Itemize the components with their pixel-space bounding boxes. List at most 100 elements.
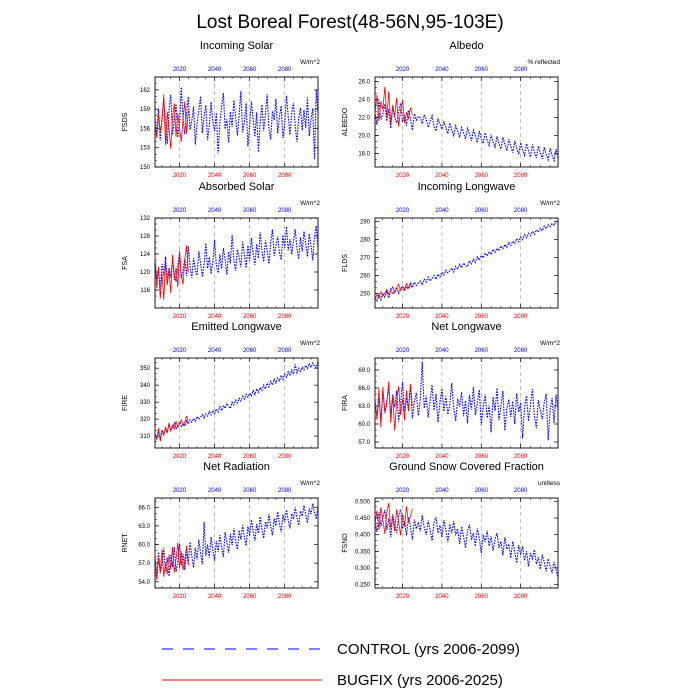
xtick-label-top: 2020 bbox=[396, 348, 410, 354]
legend-bugfix-label: BUGFIX (yrs 2006-2025) bbox=[337, 672, 503, 689]
xtick-label-top: 2080 bbox=[514, 67, 528, 73]
chart-panel-4: Emitted Longwave W/m^2 310 320 330 340 350 2020… bbox=[122, 321, 320, 460]
panel-unit: W/m^2 bbox=[540, 200, 560, 207]
xtick-label-top: 2020 bbox=[173, 348, 187, 354]
ytick-label: 69.0 bbox=[358, 368, 370, 374]
xtick-label-bottom: 2040 bbox=[435, 594, 449, 600]
ytick-label: 0.450 bbox=[355, 516, 371, 522]
ytick-label: 132 bbox=[140, 216, 151, 222]
xtick-label-bottom: 2080 bbox=[278, 314, 292, 320]
panel-unit: unitless bbox=[538, 480, 561, 487]
plot-frame bbox=[374, 76, 559, 168]
xtick-label-bottom: 2020 bbox=[396, 594, 410, 600]
panels-group: Incoming Solar W/m^2 150 153 156 159 162 2020 20… bbox=[122, 40, 561, 600]
xtick-label-top: 2040 bbox=[208, 348, 222, 354]
y-axis-label: FSDS bbox=[122, 112, 129, 131]
ytick-label: 22.0 bbox=[358, 116, 370, 122]
ytick-label: 54.0 bbox=[138, 580, 150, 586]
xtick-label-bottom: 2060 bbox=[475, 173, 489, 179]
xtick-label-bottom: 2060 bbox=[243, 173, 257, 179]
panel-title: Incoming Longwave bbox=[418, 181, 516, 193]
panel-unit: W/m^2 bbox=[300, 200, 320, 207]
ytick-label: 120 bbox=[140, 270, 151, 276]
series-control-line bbox=[374, 509, 559, 579]
ytick-label: 260 bbox=[360, 274, 371, 280]
plot-frame bbox=[154, 357, 319, 449]
chart-panel-6: Net Radiation W/m^2 54.0 57.0 60.0 63.0 66.0 20… bbox=[122, 461, 320, 600]
ytick-label: 18.0 bbox=[358, 152, 370, 158]
panel-unit: W/m^2 bbox=[540, 340, 560, 347]
xtick-label-top: 2040 bbox=[435, 208, 449, 214]
xtick-label-bottom: 2060 bbox=[243, 454, 257, 460]
chart-panel-5: Net Longwave W/m^2 57.0 60.0 63.0 66.0 69.0 202… bbox=[342, 321, 560, 460]
xtick-label-top: 2060 bbox=[475, 208, 489, 214]
ytick-label: 63.0 bbox=[358, 404, 370, 410]
xtick-label-bottom: 2020 bbox=[173, 314, 187, 320]
series-bugfix-line bbox=[154, 94, 189, 150]
xtick-label-top: 2060 bbox=[243, 208, 257, 214]
xtick-label-bottom: 2040 bbox=[435, 314, 449, 320]
panel-title: Net Longwave bbox=[431, 321, 501, 333]
xtick-label-bottom: 2080 bbox=[278, 454, 292, 460]
ytick-label: 24.0 bbox=[358, 98, 370, 104]
panel-title: Albedo bbox=[449, 40, 483, 52]
ytick-label: 66.0 bbox=[138, 505, 150, 511]
xtick-label-top: 2020 bbox=[396, 208, 410, 214]
chart-panel-3: Incoming Longwave W/m^2 250 260 270 280 290 202… bbox=[342, 181, 560, 320]
ytick-label: 0.250 bbox=[355, 583, 371, 589]
ytick-label: 162 bbox=[140, 88, 151, 94]
xtick-label-bottom: 2080 bbox=[514, 314, 528, 320]
xtick-label-bottom: 2020 bbox=[173, 173, 187, 179]
ytick-label: 20.0 bbox=[358, 134, 370, 140]
xtick-label-top: 2020 bbox=[396, 488, 410, 494]
ytick-label: 350 bbox=[140, 366, 151, 372]
xtick-label-top: 2060 bbox=[475, 488, 489, 494]
ytick-label: 60.0 bbox=[358, 422, 370, 428]
y-axis-label: RNET bbox=[122, 533, 129, 553]
chart-panel-2: Absorbed Solar W/m^2 116 120 124 128 132 2020 20… bbox=[122, 181, 320, 320]
xtick-label-top: 2060 bbox=[243, 488, 257, 494]
chart-panel-0: Incoming Solar W/m^2 150 153 156 159 162 2020 20… bbox=[122, 40, 320, 179]
panel-unit: W/m^2 bbox=[300, 59, 320, 66]
ytick-label: 0.300 bbox=[355, 566, 371, 572]
ytick-label: 320 bbox=[140, 417, 151, 423]
xtick-label-top: 2020 bbox=[396, 67, 410, 73]
y-axis-label: FSNO bbox=[342, 533, 349, 553]
ytick-label: 0.400 bbox=[355, 533, 371, 539]
xtick-label-bottom: 2060 bbox=[243, 314, 257, 320]
ytick-label: 280 bbox=[360, 238, 371, 244]
xtick-label-top: 2040 bbox=[435, 67, 449, 73]
series-control-line bbox=[374, 220, 559, 303]
xtick-label-bottom: 2040 bbox=[435, 454, 449, 460]
ytick-label: 57.0 bbox=[358, 440, 370, 446]
xtick-label-top: 2060 bbox=[475, 348, 489, 354]
xtick-label-top: 2080 bbox=[514, 348, 528, 354]
ytick-label: 153 bbox=[140, 146, 151, 152]
series-control-line bbox=[154, 361, 319, 441]
panel-unit: % reflected bbox=[527, 59, 560, 66]
ytick-label: 0.500 bbox=[355, 499, 371, 505]
xtick-label-bottom: 2060 bbox=[475, 594, 489, 600]
ytick-label: 60.0 bbox=[138, 543, 150, 549]
series-bugfix-line bbox=[154, 542, 189, 580]
y-axis-label: FIRE bbox=[122, 395, 129, 411]
xtick-label-bottom: 2080 bbox=[514, 594, 528, 600]
ytick-label: 0.350 bbox=[355, 549, 371, 555]
ytick-label: 63.0 bbox=[138, 524, 150, 530]
xtick-label-bottom: 2020 bbox=[396, 454, 410, 460]
xtick-label-bottom: 2020 bbox=[396, 173, 410, 179]
y-axis-label: FSA bbox=[122, 256, 129, 270]
series-bugfix-line bbox=[154, 415, 189, 442]
panel-title: Ground Snow Covered Fraction bbox=[389, 461, 544, 473]
ytick-label: 330 bbox=[140, 400, 151, 406]
chart-panel-1: Albedo % reflected 18.0 20.0 22.0 24.0 26.0 202… bbox=[342, 40, 560, 179]
xtick-label-top: 2060 bbox=[243, 67, 257, 73]
ytick-label: 128 bbox=[140, 234, 151, 240]
xtick-label-top: 2060 bbox=[475, 67, 489, 73]
xtick-label-bottom: 2040 bbox=[435, 173, 449, 179]
xtick-label-top: 2020 bbox=[173, 488, 187, 494]
figure-title: Lost Boreal Forest(48-56N,95-103E) bbox=[196, 12, 503, 33]
xtick-label-bottom: 2040 bbox=[208, 314, 222, 320]
series-bugfix-line bbox=[374, 502, 413, 536]
